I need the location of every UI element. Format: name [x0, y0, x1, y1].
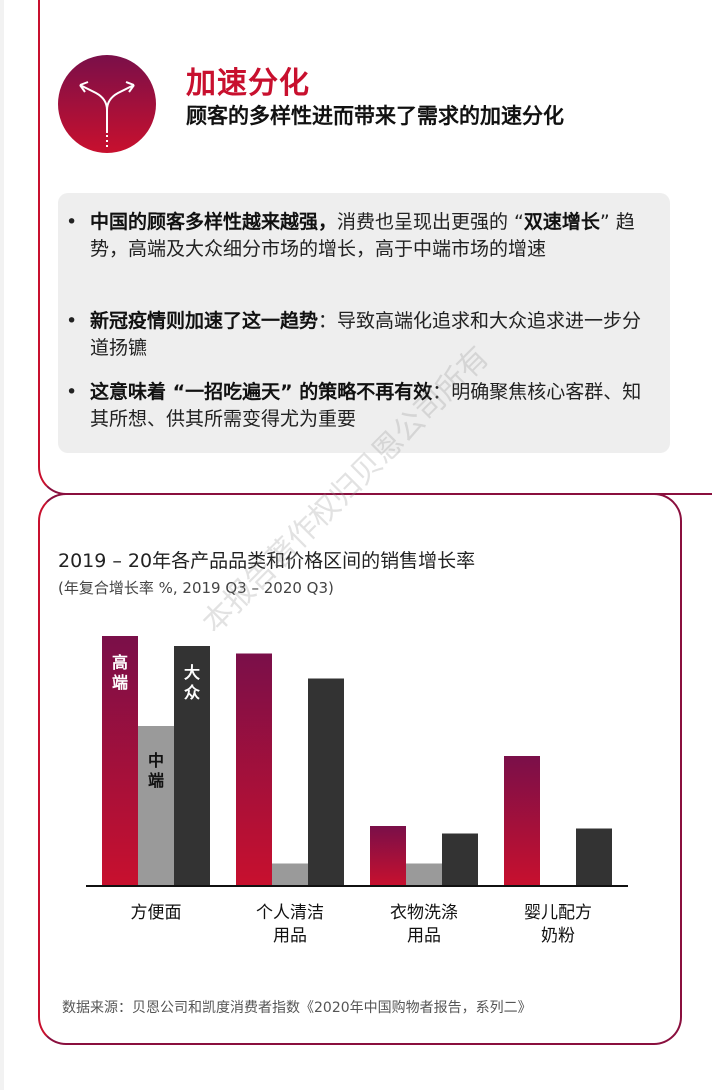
- bar-中端-1: [272, 863, 308, 886]
- category-label: 衣物洗涤: [390, 903, 458, 923]
- bullet-bold-text: 中国的顾客多样性越来越强，: [90, 211, 338, 233]
- category-label: 个人清洁: [256, 903, 324, 923]
- left-strip: [0, 0, 4, 1090]
- bar-大众-2: [442, 833, 478, 886]
- category-label: 奶粉: [541, 926, 575, 946]
- category-label: 婴儿配方: [524, 903, 592, 923]
- chart-title: 2019 – 20年各产品品类和价格区间的销售增长率: [58, 550, 476, 572]
- bullet-text: ” 趋势，高端及大众细分市场的增长，高于中端市场的增速: [90, 211, 635, 260]
- data-source-note: 数据来源：贝恩公司和凯度消费者指数《2020年中国购物者报告，系列二》: [62, 1000, 532, 1016]
- series-label-大众: 众: [184, 683, 201, 702]
- chart-section-frame: [38, 493, 682, 1045]
- bullet-dot: •: [66, 211, 78, 233]
- bar-中端-0: [138, 726, 174, 886]
- category-label: 方便面: [131, 903, 182, 923]
- bar-高端-0: [102, 636, 138, 886]
- bar-大众-0: [174, 646, 210, 886]
- diverging-arrows-icon: [58, 55, 156, 153]
- bullet-item: • 这意味着 “一招吃遍天” 的策略不再有效：明确聚焦核心客群、知其所想、供其所…: [66, 379, 655, 433]
- series-label-高端: 高: [112, 653, 128, 672]
- bullet-bold-text: 这意味着 “一招吃遍天” 的策略不再有效: [90, 381, 433, 403]
- bullet-dot: •: [66, 310, 78, 332]
- bullet-bold-text: 新冠疫情则加速了这一趋势: [90, 310, 319, 332]
- bar-大众-3: [576, 828, 612, 886]
- bar-大众-1: [308, 678, 344, 886]
- category-label: 用品: [273, 926, 307, 946]
- bar-高端-2: [370, 826, 406, 886]
- series-label-中端: 中: [148, 751, 164, 770]
- series-label-大众: 大: [184, 663, 200, 682]
- series-label-高端: 端: [112, 673, 128, 692]
- key-points-box: • 中国的顾客多样性越来越强，消费也呈现出更强的 “双速增长” 趋势，高端及大众…: [58, 193, 670, 453]
- bullet-item: • 新冠疫情则加速了这一趋势：导致高端化追求和大众追求进一步分道扬镳: [66, 308, 655, 362]
- bullet-text: 消费也呈现出更强的 “: [337, 211, 524, 233]
- bullet-item: • 中国的顾客多样性越来越强，消费也呈现出更强的 “双速增长” 趋势，高端及大众…: [66, 209, 655, 263]
- bullet-dot: •: [66, 381, 78, 403]
- bar-高端-1: [236, 653, 272, 886]
- chart-subtitle: (年复合增长率 %, 2019 Q3 – 2020 Q3): [58, 579, 334, 597]
- bullet-text: ：导致高端化追求和大众追求进一步分道扬镳: [90, 310, 642, 359]
- series-label-中端: 端: [148, 771, 164, 790]
- page-subtitle: 顾客的多样性进而带来了需求的加速分化: [186, 104, 564, 128]
- bullet-text: ：明确聚焦核心客群、知其所想、供其所需变得尤为重要: [90, 381, 642, 430]
- bar-中端-2: [406, 863, 442, 886]
- bullet-bold-text: 双速增长: [523, 211, 600, 233]
- bar-高端-3: [504, 756, 540, 886]
- page-title: 加速分化: [186, 66, 310, 101]
- category-label: 用品: [407, 926, 441, 946]
